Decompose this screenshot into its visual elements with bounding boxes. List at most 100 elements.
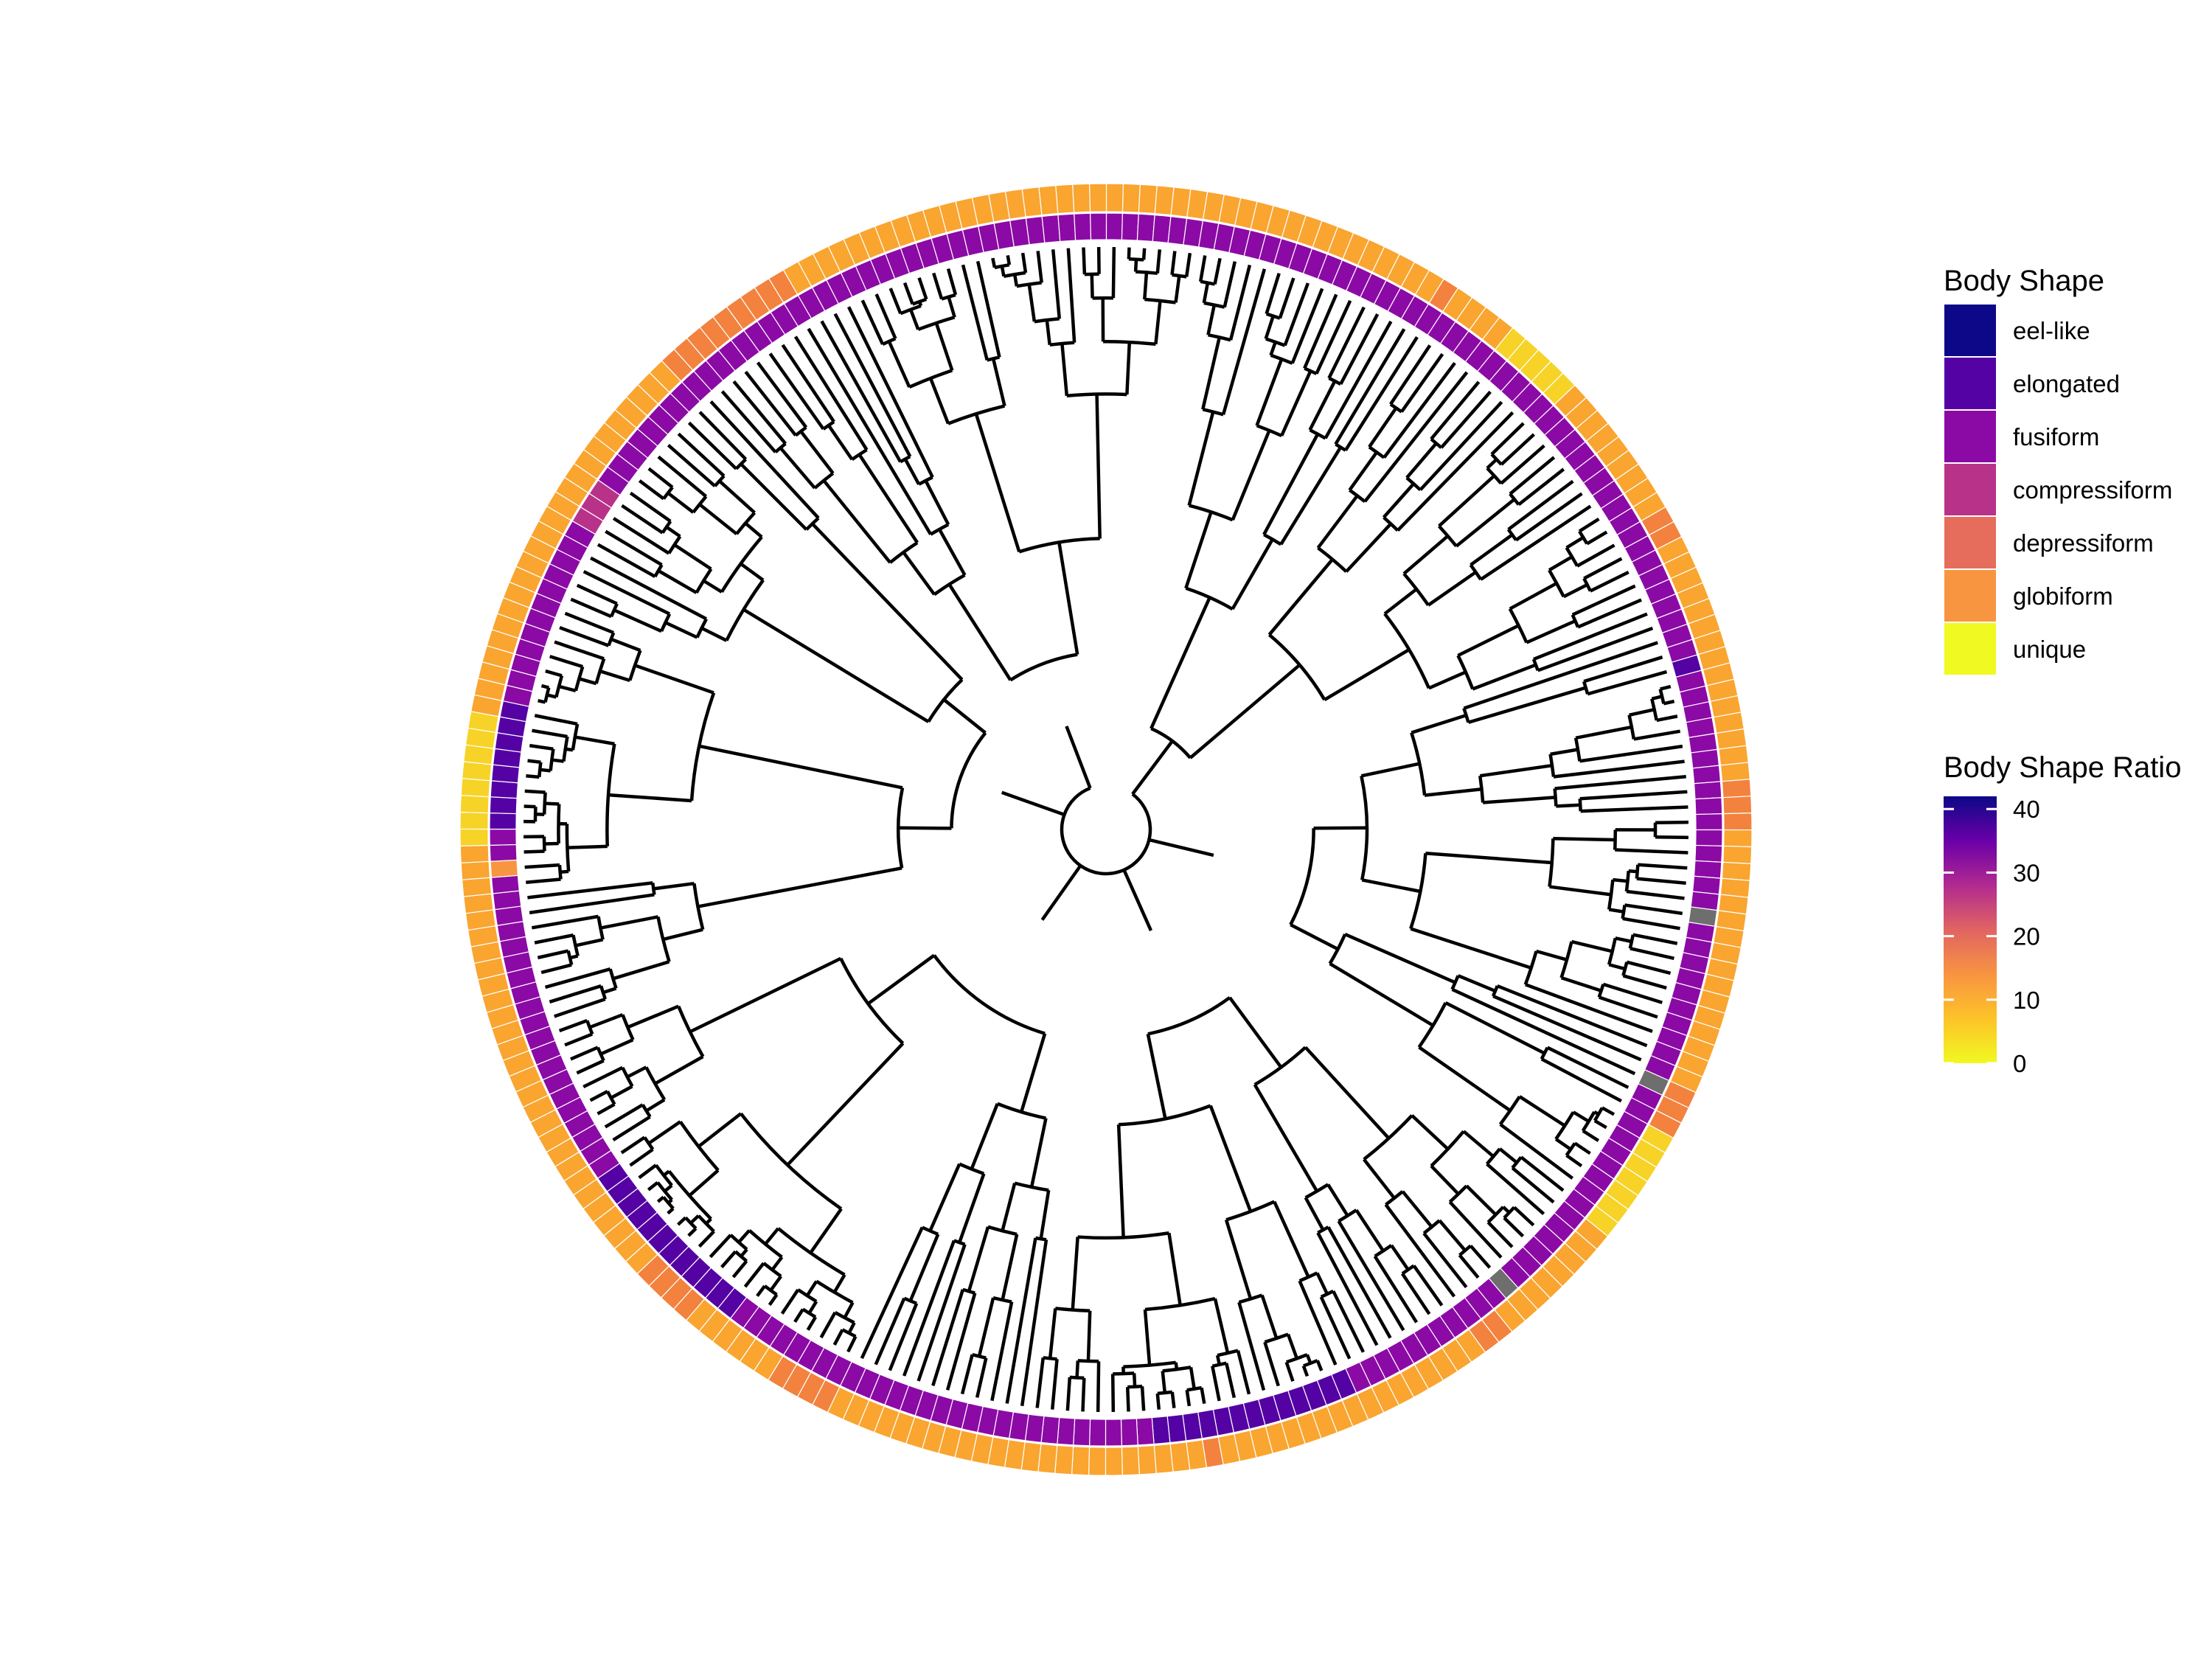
branch-line	[942, 698, 987, 734]
branch-line	[1326, 1226, 1392, 1339]
shape-ring-cell	[490, 780, 519, 799]
branch-line	[1048, 1308, 1057, 1359]
branch-line	[1582, 1129, 1600, 1142]
branch-line	[546, 693, 557, 699]
branch-line	[1540, 1057, 1622, 1103]
branch-line	[1263, 1341, 1280, 1387]
branch-line	[588, 1013, 624, 1029]
branch-line	[1546, 1046, 1630, 1089]
branch-line	[1549, 885, 1612, 897]
shape-ring-cell	[1183, 218, 1203, 248]
ratio-tick-label: 20	[2013, 923, 2040, 950]
branch-line	[1511, 1166, 1555, 1204]
branch-line	[574, 938, 604, 947]
ratio-ring-cell	[1723, 829, 1753, 848]
branch-line	[1304, 1046, 1391, 1140]
branch-line	[532, 728, 568, 739]
branch-arc	[1147, 996, 1231, 1036]
branch-line	[1228, 264, 1252, 341]
branch-line	[531, 914, 599, 930]
branch-line	[1154, 300, 1162, 344]
branch-line	[928, 378, 950, 425]
branch-line	[1290, 923, 1339, 951]
branch-line	[832, 1273, 846, 1293]
branch-line	[1265, 273, 1281, 315]
branch-line	[1451, 987, 1636, 1076]
branch-line	[1215, 1354, 1221, 1366]
legend-swatch	[1943, 303, 1997, 358]
shape-ring-cell	[490, 859, 519, 878]
ratio-tick-label: 40	[2013, 796, 2040, 823]
branch-line	[1225, 1363, 1237, 1399]
branch-line	[847, 306, 934, 479]
branch-line	[902, 1239, 956, 1377]
ratio-ring-cell	[1121, 1446, 1140, 1476]
branch-line	[1411, 1114, 1450, 1151]
branch-line	[1438, 474, 1496, 528]
branch-line	[1213, 257, 1222, 285]
branch-line	[1155, 1393, 1161, 1410]
branch-line	[1553, 837, 1615, 842]
ratio-ring-cell	[1723, 813, 1753, 831]
branch-line	[732, 380, 787, 445]
shape-ring-cell	[1121, 212, 1139, 241]
branch-line	[847, 1321, 856, 1335]
branch-line	[1143, 1309, 1152, 1366]
branch-line	[1184, 252, 1192, 277]
branch-line	[1463, 641, 1658, 710]
branch-line	[1267, 558, 1334, 636]
ratio-tick-label: 0	[2013, 1050, 2026, 1077]
branch-line	[1344, 335, 1419, 451]
shape-ring-cell	[489, 844, 518, 862]
branch-line	[647, 1120, 681, 1145]
branch-line	[1428, 670, 1467, 690]
branch-line	[554, 640, 605, 661]
branch-line	[698, 1230, 715, 1248]
branch-line	[599, 1038, 634, 1056]
branch-line	[1503, 1217, 1525, 1238]
branch-line	[947, 296, 956, 318]
branch-line	[1424, 787, 1482, 797]
legend-label: fusiform	[2013, 423, 2099, 451]
branch-line	[756, 1284, 766, 1298]
branch-line	[1455, 498, 1516, 548]
branch-line	[1636, 877, 1686, 886]
branch-line	[1000, 265, 1006, 277]
branch-line	[1327, 306, 1366, 379]
branch-line	[1020, 1239, 1048, 1407]
branch-line	[1469, 1245, 1492, 1269]
shape-ring-cell	[489, 796, 518, 815]
branch-line	[667, 491, 695, 514]
branch-line	[1565, 536, 1585, 549]
branch-line	[654, 1055, 704, 1085]
branch-line	[740, 562, 765, 582]
branch-line	[1184, 511, 1213, 589]
branch-line	[1479, 763, 1553, 778]
shape-ring-cell	[489, 812, 517, 830]
branch-line	[1550, 748, 1579, 757]
legend-label: unique	[2013, 636, 2086, 663]
ratio-ring-cell	[460, 860, 491, 880]
branch-line	[1427, 571, 1477, 607]
branch-line	[1430, 1164, 1460, 1195]
branch-line	[764, 1227, 780, 1245]
branch-line	[1537, 626, 1654, 672]
branch-line	[938, 528, 967, 577]
branch-line	[667, 1198, 673, 1205]
branch-line	[1626, 960, 1672, 975]
branch-line	[570, 597, 612, 619]
branch-line	[1490, 422, 1525, 456]
branch-line	[1208, 1105, 1253, 1212]
branch-line	[604, 1103, 644, 1129]
branch-line	[687, 1227, 698, 1237]
ratio-ring-cell	[459, 811, 489, 830]
branch-arc	[1360, 775, 1369, 880]
shape-ring-cell	[1090, 212, 1107, 240]
branch-line	[1632, 933, 1678, 945]
branch-line	[1628, 869, 1638, 874]
branch-line	[786, 1042, 905, 1166]
branch-line	[1418, 1046, 1512, 1113]
branch-line	[1467, 686, 1587, 724]
branch-line	[1482, 796, 1556, 804]
branch-line	[620, 1135, 646, 1155]
